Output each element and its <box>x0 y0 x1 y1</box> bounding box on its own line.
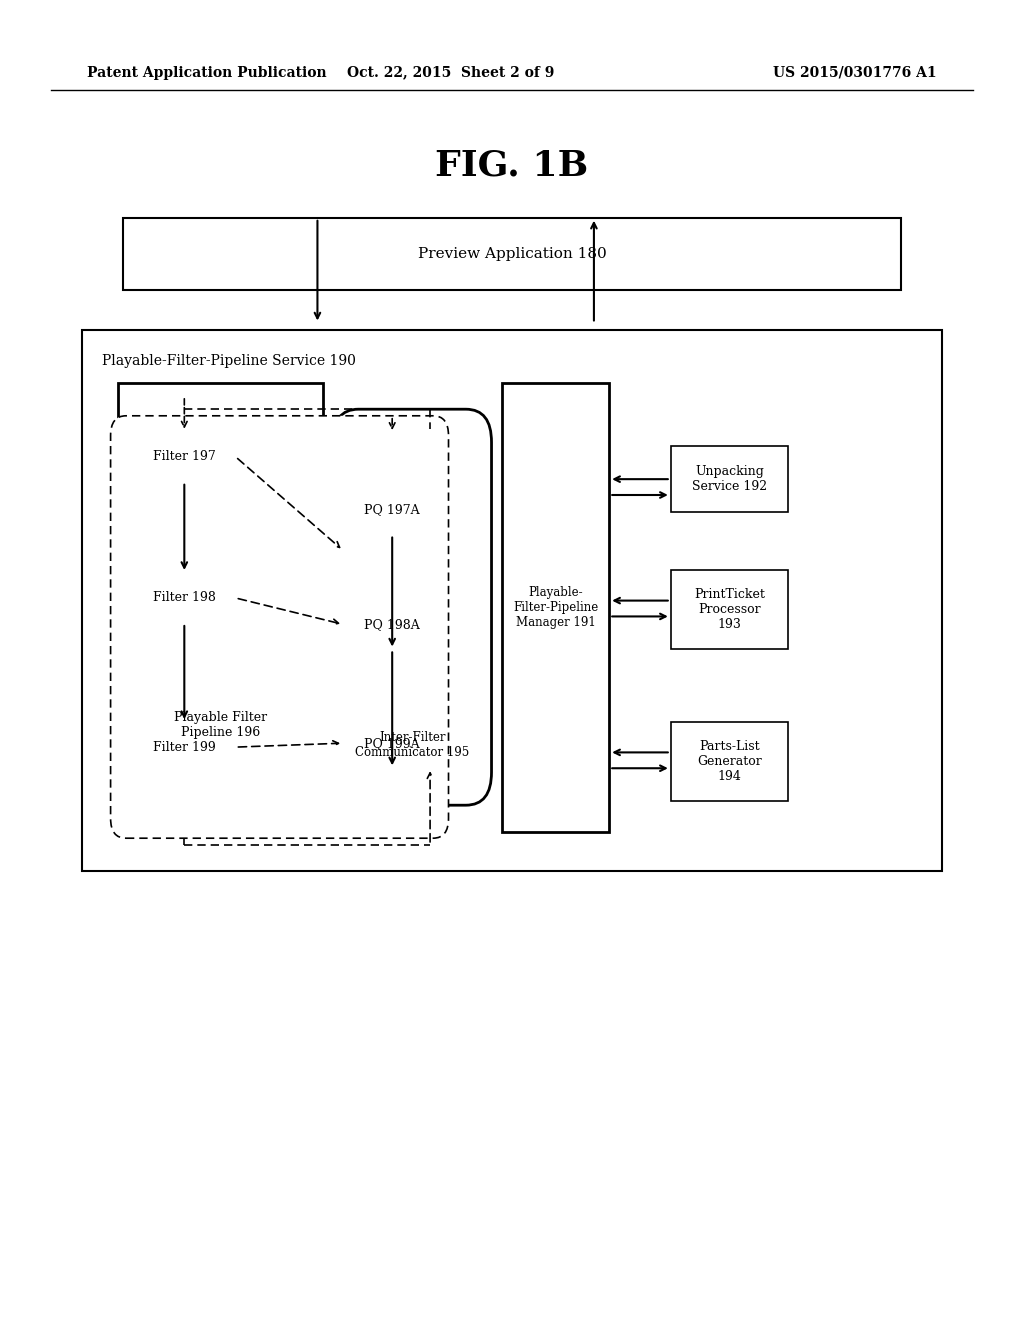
Text: Filter 199: Filter 199 <box>153 741 216 754</box>
Text: PQ 199A: PQ 199A <box>364 737 420 750</box>
Bar <box>343 599 440 649</box>
Bar <box>502 383 609 832</box>
Bar <box>343 484 440 535</box>
Text: Parts-List
Generator
194: Parts-List Generator 194 <box>697 741 762 783</box>
Bar <box>118 383 323 832</box>
Bar <box>123 218 901 290</box>
Text: Filter 197: Filter 197 <box>153 450 216 463</box>
Text: Inter-Filter
Communicator 195: Inter-Filter Communicator 195 <box>355 731 469 759</box>
Text: PQ 198A: PQ 198A <box>364 618 420 631</box>
Bar <box>133 432 236 482</box>
Text: Patent Application Publication: Patent Application Publication <box>87 66 327 79</box>
Bar <box>671 570 788 649</box>
Text: Oct. 22, 2015  Sheet 2 of 9: Oct. 22, 2015 Sheet 2 of 9 <box>347 66 554 79</box>
Text: Playable Filter
Pipeline 196: Playable Filter Pipeline 196 <box>174 711 266 739</box>
Bar <box>133 722 236 772</box>
Text: Unpacking
Service 192: Unpacking Service 192 <box>692 465 767 494</box>
Text: Preview Application 180: Preview Application 180 <box>418 247 606 261</box>
Text: Filter 198: Filter 198 <box>153 591 216 605</box>
Text: Playable-
Filter-Pipeline
Manager 191: Playable- Filter-Pipeline Manager 191 <box>513 586 598 628</box>
FancyBboxPatch shape <box>111 416 449 838</box>
Text: US 2015/0301776 A1: US 2015/0301776 A1 <box>773 66 937 79</box>
Bar <box>671 722 788 801</box>
Bar <box>133 573 236 623</box>
Text: Playable-Filter-Pipeline Service 190: Playable-Filter-Pipeline Service 190 <box>102 354 356 368</box>
Text: PrintTicket
Processor
193: PrintTicket Processor 193 <box>694 589 765 631</box>
Bar <box>671 446 788 512</box>
FancyBboxPatch shape <box>333 409 492 805</box>
Bar <box>343 718 440 768</box>
Text: PQ 197A: PQ 197A <box>364 503 420 516</box>
Bar <box>82 330 942 871</box>
Text: FIG. 1B: FIG. 1B <box>435 148 589 182</box>
